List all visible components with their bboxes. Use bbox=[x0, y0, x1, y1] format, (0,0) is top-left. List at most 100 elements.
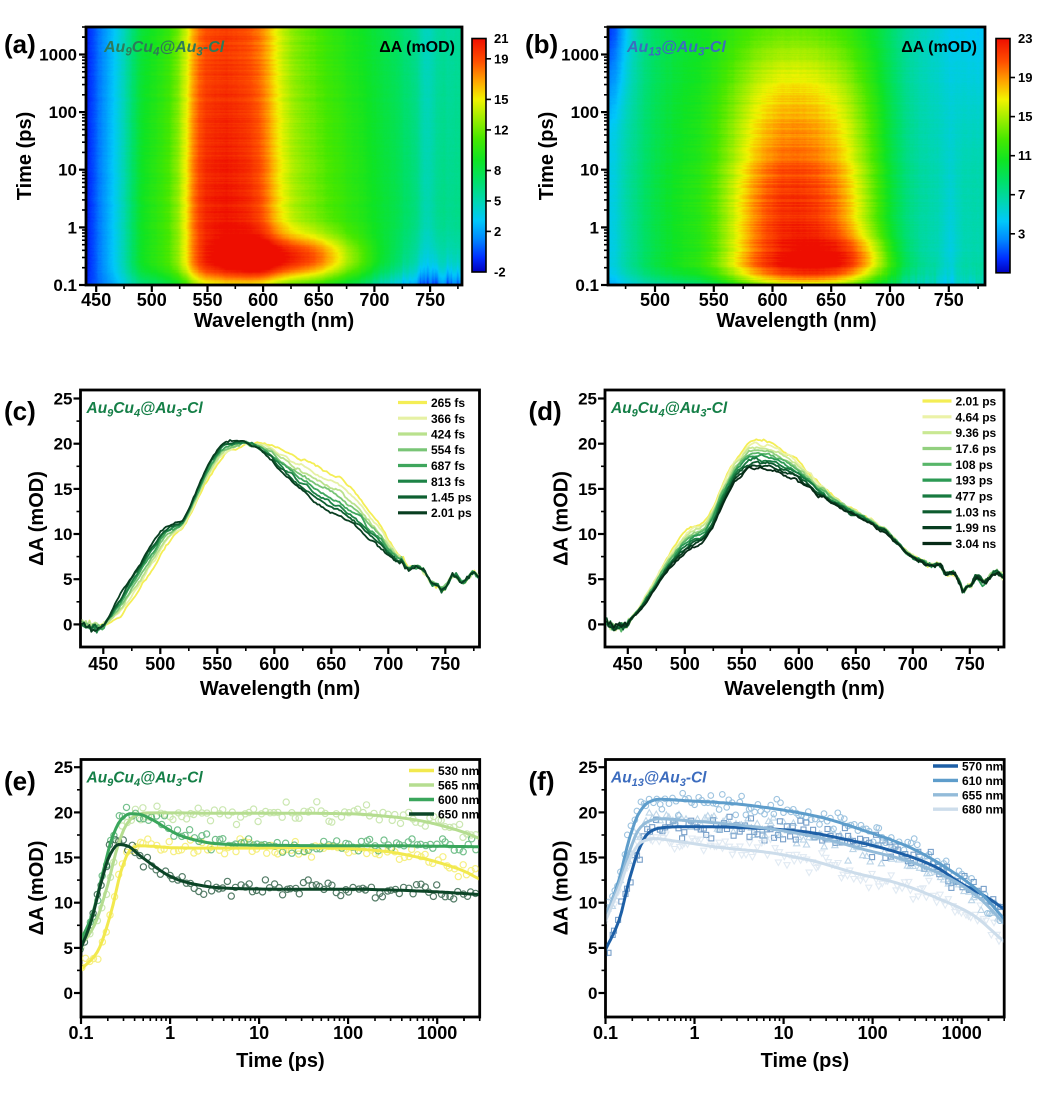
svg-text:23: 23 bbox=[1018, 31, 1032, 46]
svg-text:108 ps: 108 ps bbox=[956, 458, 994, 472]
svg-text:100: 100 bbox=[333, 1023, 363, 1043]
svg-text:ΔA (mOD): ΔA (mOD) bbox=[379, 39, 455, 56]
svg-text:570 nm: 570 nm bbox=[962, 760, 1003, 774]
svg-text:10: 10 bbox=[579, 894, 598, 913]
svg-text:10: 10 bbox=[774, 1023, 794, 1043]
svg-text:450: 450 bbox=[613, 654, 643, 674]
svg-text:Wavelength (nm): Wavelength (nm) bbox=[716, 310, 876, 332]
svg-text:650: 650 bbox=[316, 654, 346, 674]
svg-text:25: 25 bbox=[579, 758, 598, 777]
svg-text:600 nm: 600 nm bbox=[438, 793, 479, 807]
svg-text:ΔA (mOD): ΔA (mOD) bbox=[551, 471, 573, 566]
svg-text:500: 500 bbox=[640, 290, 670, 310]
svg-text:550: 550 bbox=[699, 290, 729, 310]
svg-text:750: 750 bbox=[955, 654, 985, 674]
svg-text:700: 700 bbox=[359, 290, 389, 310]
svg-text:0: 0 bbox=[63, 615, 72, 634]
svg-text:Au9Cu4@Au3-Cl: Au9Cu4@Au3-Cl bbox=[86, 400, 204, 420]
svg-text:450: 450 bbox=[88, 654, 118, 674]
svg-text:10: 10 bbox=[54, 525, 73, 544]
svg-text:10: 10 bbox=[580, 161, 599, 180]
svg-text:21: 21 bbox=[494, 31, 508, 46]
svg-text:(e): (e) bbox=[4, 766, 36, 796]
svg-text:265 fs: 265 fs bbox=[431, 396, 465, 410]
svg-text:19: 19 bbox=[1018, 70, 1032, 85]
svg-text:600: 600 bbox=[757, 290, 787, 310]
svg-text:Time (ps): Time (ps) bbox=[236, 1050, 325, 1072]
svg-text:Au9Cu4@Au3-Cl: Au9Cu4@Au3-Cl bbox=[610, 400, 728, 420]
svg-text:500: 500 bbox=[137, 290, 167, 310]
svg-text:20: 20 bbox=[579, 803, 598, 822]
svg-text:ΔA (mOD): ΔA (mOD) bbox=[26, 471, 48, 566]
svg-text:5: 5 bbox=[588, 939, 597, 958]
svg-text:366 fs: 366 fs bbox=[431, 412, 465, 426]
svg-text:3: 3 bbox=[1018, 226, 1025, 241]
svg-text:5: 5 bbox=[63, 570, 72, 589]
svg-text:(c): (c) bbox=[4, 396, 36, 426]
svg-text:0.1: 0.1 bbox=[53, 276, 77, 295]
svg-text:25: 25 bbox=[54, 390, 73, 409]
svg-text:20: 20 bbox=[578, 435, 597, 454]
svg-text:100: 100 bbox=[571, 103, 599, 122]
svg-text:Wavelength (nm): Wavelength (nm) bbox=[724, 678, 884, 700]
svg-text:5: 5 bbox=[64, 939, 73, 958]
svg-text:15: 15 bbox=[579, 849, 598, 868]
svg-text:10: 10 bbox=[249, 1023, 269, 1043]
svg-text:650 nm: 650 nm bbox=[438, 808, 479, 822]
svg-text:0: 0 bbox=[588, 984, 597, 1003]
svg-text:500: 500 bbox=[670, 654, 700, 674]
svg-text:12: 12 bbox=[494, 122, 508, 137]
svg-text:1.99 ns: 1.99 ns bbox=[956, 521, 997, 535]
svg-text:3.04 ns: 3.04 ns bbox=[956, 537, 997, 551]
svg-text:0.1: 0.1 bbox=[593, 1023, 618, 1043]
svg-text:20: 20 bbox=[54, 435, 73, 454]
svg-text:1: 1 bbox=[590, 218, 599, 237]
svg-text:0.1: 0.1 bbox=[68, 1023, 93, 1043]
svg-text:4.64 ps: 4.64 ps bbox=[956, 410, 997, 424]
svg-text:11: 11 bbox=[1018, 148, 1032, 163]
svg-text:15: 15 bbox=[578, 480, 597, 499]
svg-text:750: 750 bbox=[430, 654, 460, 674]
svg-text:550: 550 bbox=[727, 654, 757, 674]
svg-text:700: 700 bbox=[898, 654, 928, 674]
svg-text:Time (ps): Time (ps) bbox=[14, 112, 36, 201]
svg-text:15: 15 bbox=[1018, 109, 1032, 124]
svg-text:9.36 ps: 9.36 ps bbox=[956, 426, 997, 440]
svg-text:655 nm: 655 nm bbox=[962, 788, 1003, 802]
svg-text:650: 650 bbox=[304, 290, 334, 310]
svg-text:15: 15 bbox=[54, 849, 73, 868]
svg-text:100: 100 bbox=[858, 1023, 888, 1043]
svg-text:1.03 ns: 1.03 ns bbox=[956, 505, 997, 519]
svg-text:1000: 1000 bbox=[417, 1023, 457, 1043]
svg-text:Au13@Au3-Cl: Au13@Au3-Cl bbox=[610, 770, 707, 790]
svg-text:750: 750 bbox=[415, 290, 445, 310]
svg-text:0.1: 0.1 bbox=[575, 276, 599, 295]
svg-text:10: 10 bbox=[578, 525, 597, 544]
svg-text:100: 100 bbox=[49, 103, 77, 122]
svg-text:2.01 ps: 2.01 ps bbox=[956, 395, 997, 409]
svg-text:700: 700 bbox=[875, 290, 905, 310]
svg-text:554 fs: 554 fs bbox=[431, 443, 465, 457]
svg-text:7: 7 bbox=[1018, 187, 1025, 202]
svg-text:1000: 1000 bbox=[942, 1023, 982, 1043]
svg-text:10: 10 bbox=[58, 161, 77, 180]
svg-text:1: 1 bbox=[165, 1023, 175, 1043]
svg-text:424 fs: 424 fs bbox=[431, 428, 465, 442]
svg-text:477 ps: 477 ps bbox=[956, 490, 994, 504]
svg-text:Time (ps): Time (ps) bbox=[761, 1050, 850, 1072]
svg-text:Au9Cu4@Au3-Cl: Au9Cu4@Au3-Cl bbox=[86, 770, 204, 790]
svg-text:15: 15 bbox=[54, 480, 73, 499]
svg-text:20: 20 bbox=[54, 803, 73, 822]
svg-text:680 nm: 680 nm bbox=[962, 803, 1003, 817]
svg-text:ΔA (mOD): ΔA (mOD) bbox=[26, 841, 48, 936]
svg-text:550: 550 bbox=[192, 290, 222, 310]
svg-text:600: 600 bbox=[784, 654, 814, 674]
svg-text:1: 1 bbox=[68, 218, 77, 237]
svg-text:2.01 ps: 2.01 ps bbox=[431, 506, 472, 520]
svg-text:813 fs: 813 fs bbox=[431, 475, 465, 489]
svg-text:25: 25 bbox=[578, 390, 597, 409]
svg-text:610 nm: 610 nm bbox=[962, 774, 1003, 788]
svg-text:550: 550 bbox=[202, 654, 232, 674]
svg-text:0: 0 bbox=[64, 984, 73, 1003]
svg-text:700: 700 bbox=[373, 654, 403, 674]
